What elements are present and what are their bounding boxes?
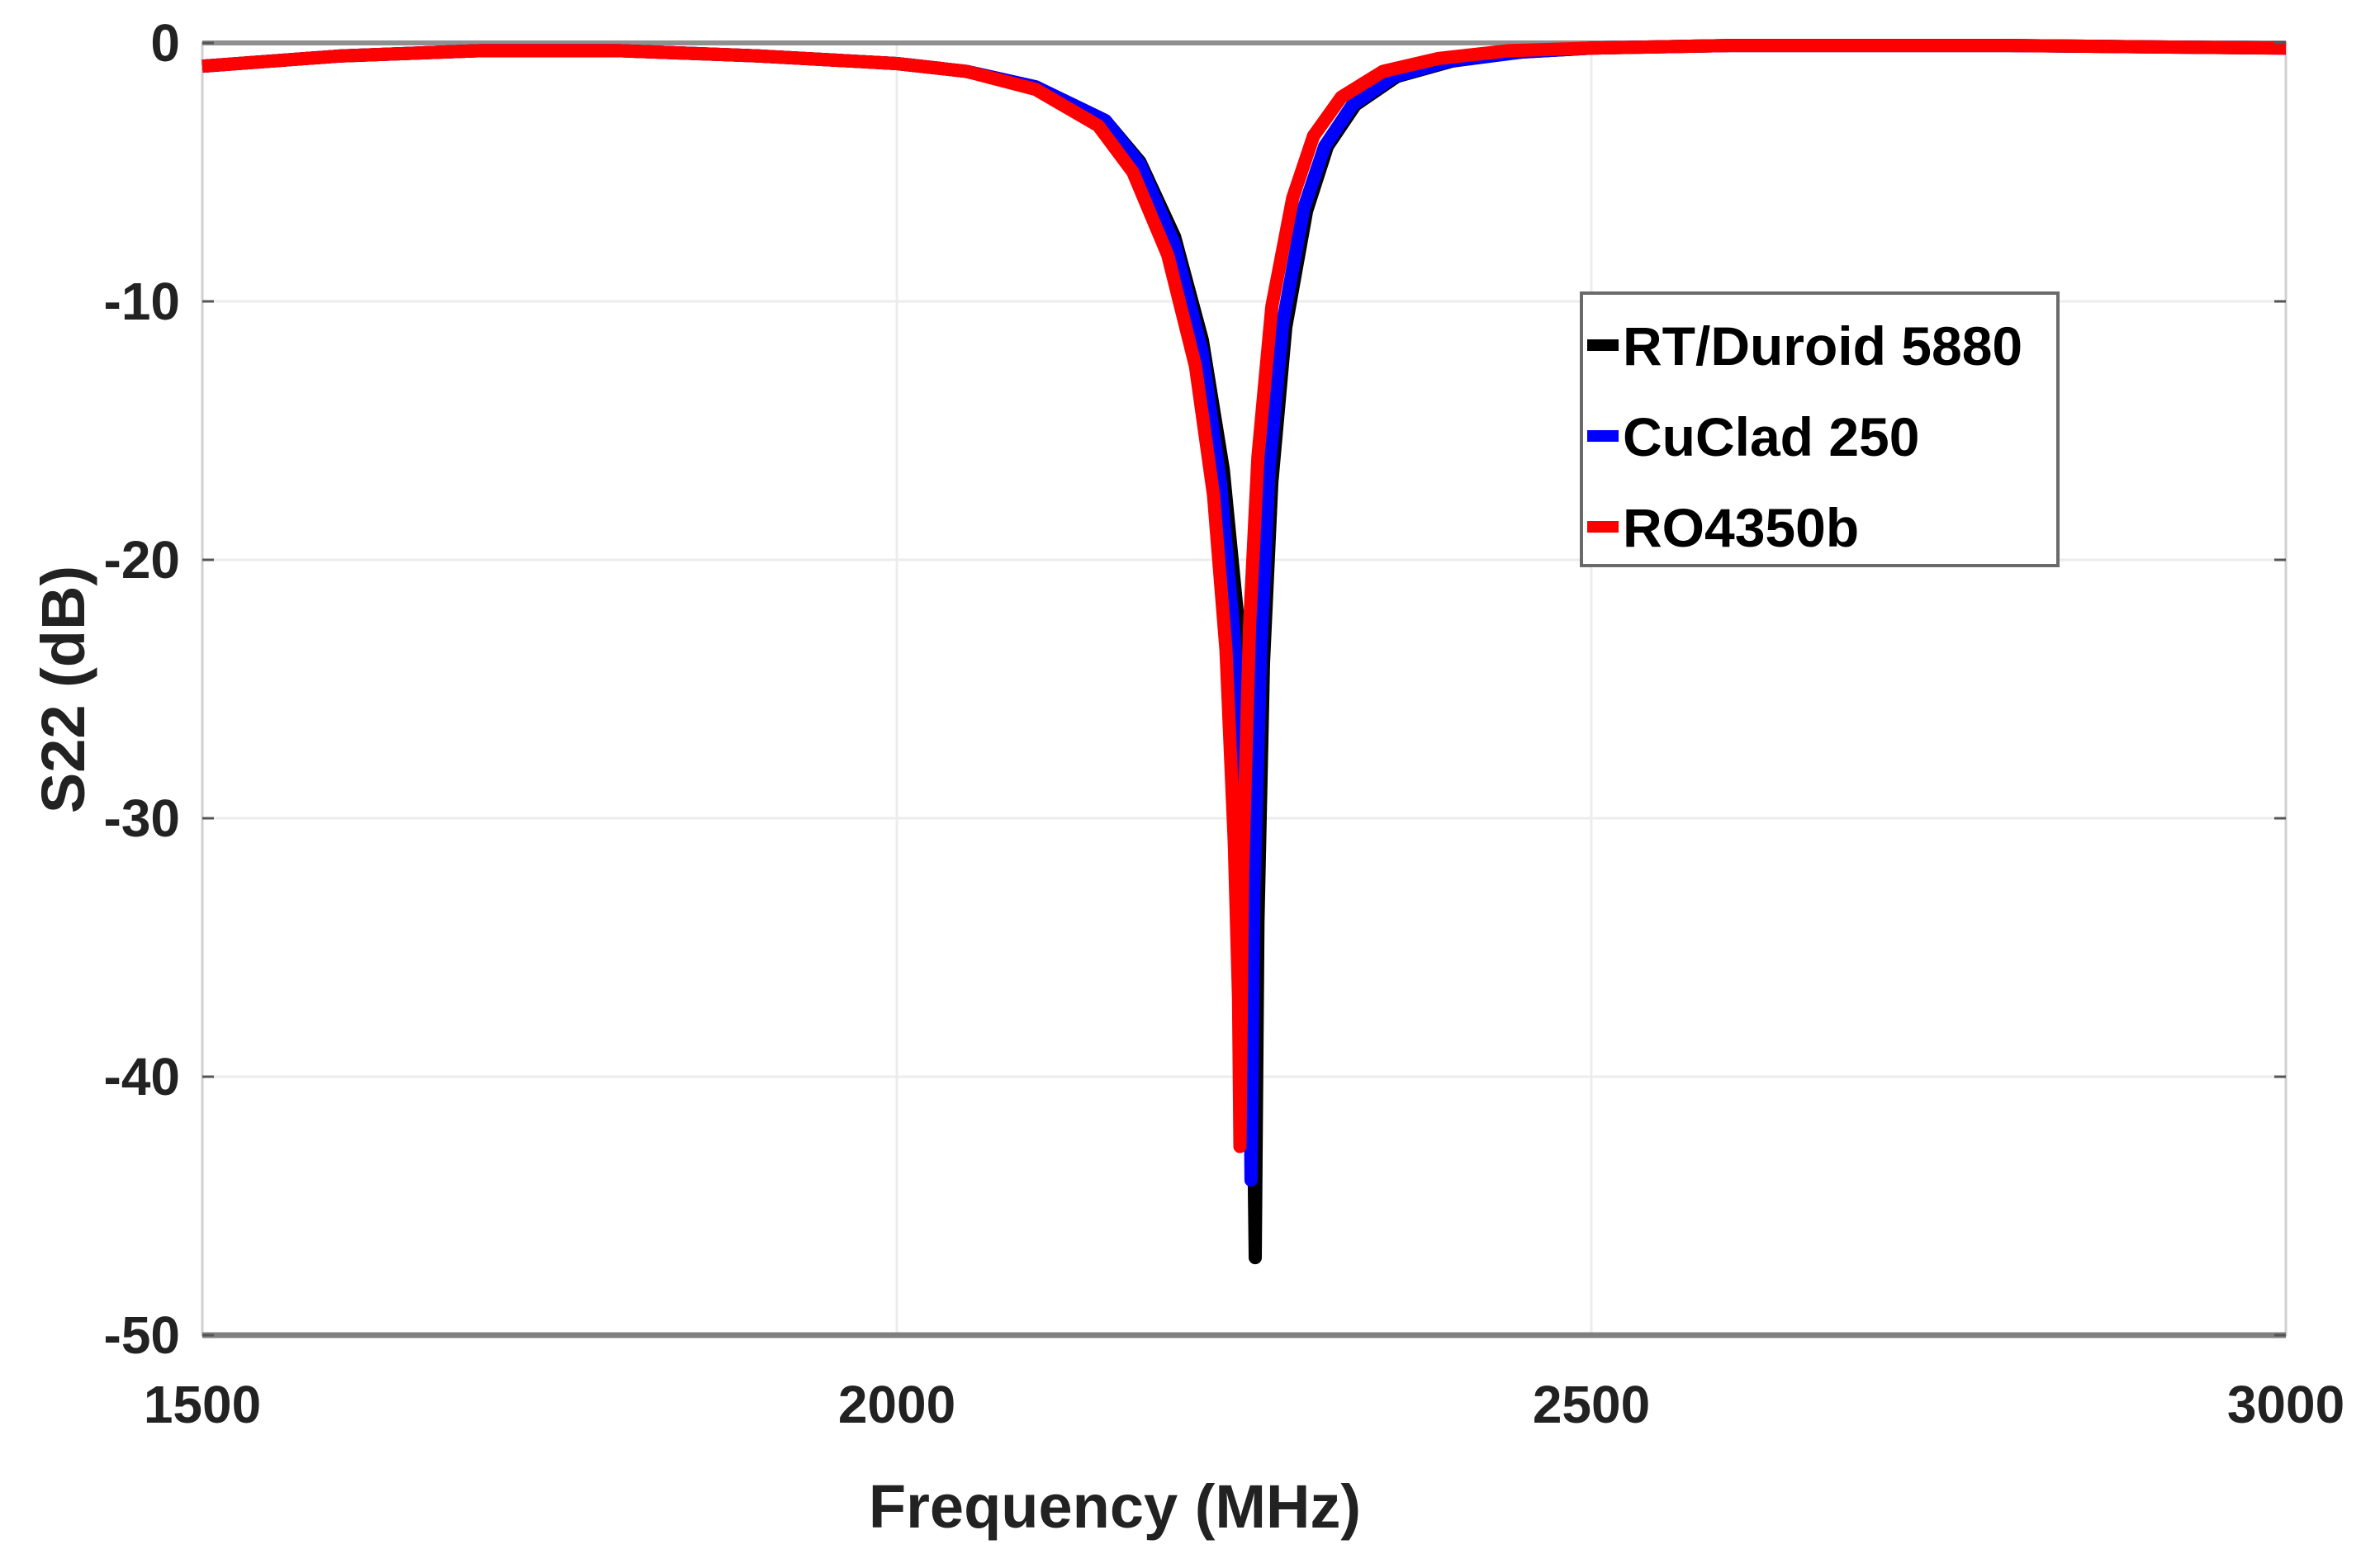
legend-label: RO4350b bbox=[1623, 497, 1859, 558]
x-axis-ticks: 1500 2000 2500 3000 bbox=[144, 1375, 2344, 1434]
x-axis-label: Frequency (MHz) bbox=[869, 1472, 1361, 1541]
y-tick-label: -30 bbox=[104, 789, 181, 848]
legend-box bbox=[1580, 291, 2060, 567]
y-tick-label: -40 bbox=[104, 1047, 181, 1106]
y-tick-label: -10 bbox=[104, 272, 181, 331]
legend-label: CuClad 250 bbox=[1623, 406, 1919, 467]
legend-label: RT/Duroid 5880 bbox=[1623, 315, 2022, 377]
x-tick-label: 2500 bbox=[1533, 1375, 1650, 1434]
series-line-ro4350b bbox=[201, 39, 2287, 1153]
x-tick-label: 2000 bbox=[838, 1375, 955, 1434]
y-tick-label: -50 bbox=[104, 1305, 181, 1365]
y-tick-label: -20 bbox=[104, 530, 181, 590]
x-tick-label: 1500 bbox=[144, 1375, 261, 1434]
legend: RT/Duroid 5880 CuClad 250 RO4350b bbox=[1580, 291, 2060, 567]
y-axis-label: S22 (dB) bbox=[29, 566, 97, 813]
x-tick-label: 3000 bbox=[2227, 1375, 2344, 1434]
data-series bbox=[201, 39, 2287, 1265]
y-tick-label: 0 bbox=[150, 13, 180, 73]
y-axis-ticks: 0 -10 -20 -30 -40 -50 bbox=[104, 13, 2286, 1365]
